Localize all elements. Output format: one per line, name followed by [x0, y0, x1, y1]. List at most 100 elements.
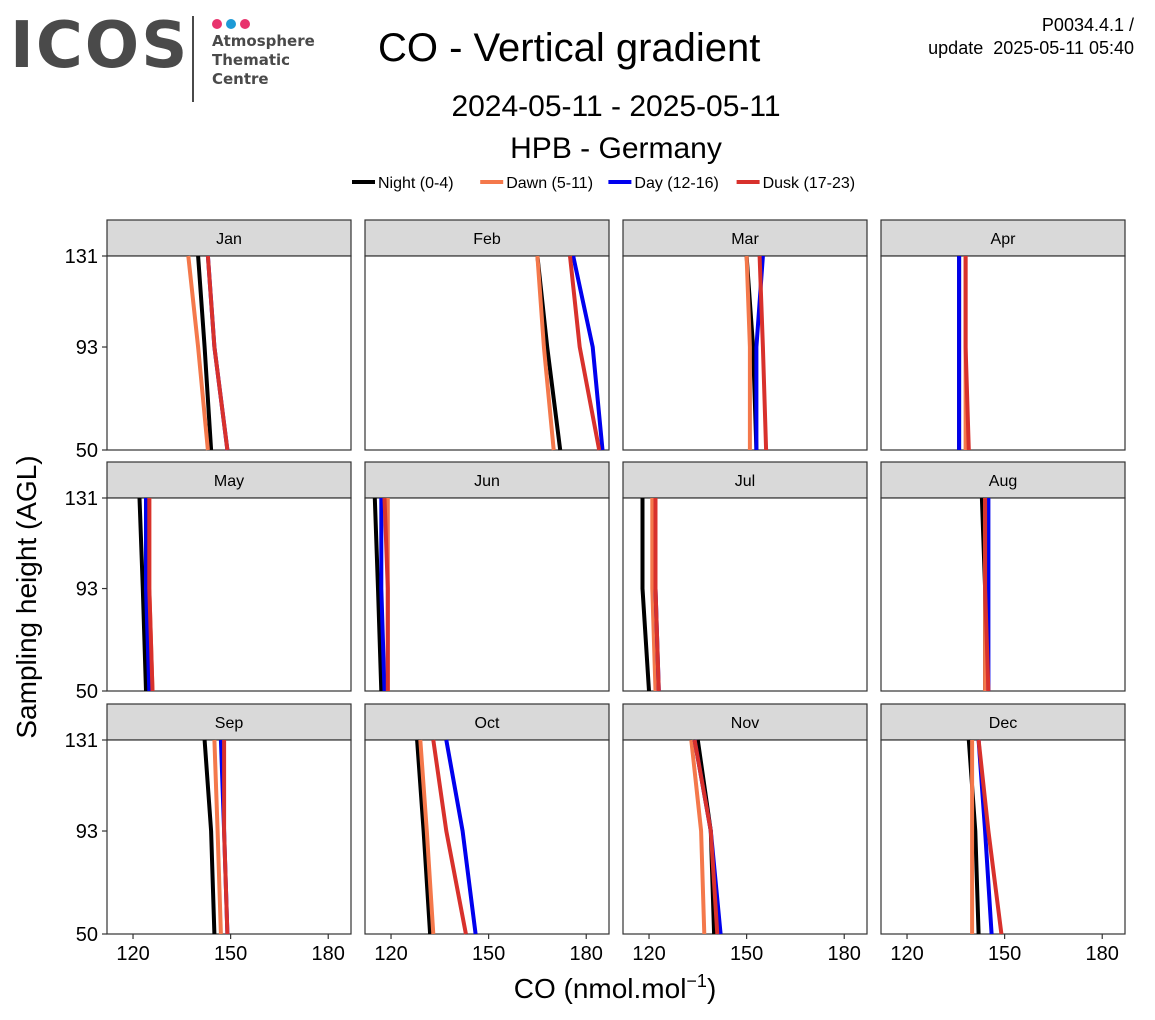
- y-tick-label: 131: [65, 246, 98, 268]
- y-tick-label: 93: [76, 337, 98, 359]
- logo-dots: [212, 16, 254, 34]
- version-info: P0034.4.1 / update 2025-05-11 05:40: [928, 14, 1134, 60]
- series-line: [382, 497, 390, 691]
- y-tick-label: 50: [76, 681, 98, 703]
- legend-label: Night (0-4): [378, 175, 454, 192]
- facet-panel: [880, 497, 1126, 692]
- update-line: update 2025-05-11 05:40: [928, 38, 1134, 58]
- facet-panel: [106, 739, 352, 935]
- series-line: [568, 255, 602, 451]
- facet-strip: [364, 461, 610, 499]
- series-line: [689, 739, 707, 935]
- series-line: [379, 498, 387, 692]
- facet-panel: [364, 739, 610, 935]
- facet-panel: [622, 497, 868, 692]
- x-tick-label: 180: [312, 943, 345, 965]
- x-tick-label: 120: [890, 943, 923, 965]
- facet-panel: [106, 255, 352, 451]
- y-tick-label: 131: [65, 730, 98, 752]
- y-axis-title: Sampling height (AGL): [11, 455, 42, 738]
- logo-dot: [212, 19, 222, 29]
- series-line: [205, 255, 230, 451]
- series-line: [202, 739, 217, 935]
- facet-label: Jun: [474, 473, 500, 490]
- facet-strip: [106, 461, 352, 499]
- series-line: [535, 255, 556, 451]
- facet-label: Dec: [989, 715, 1017, 732]
- facet-panel: [364, 255, 610, 451]
- logo-dot: [226, 19, 236, 29]
- series-line: [222, 740, 230, 935]
- x-tick-label: 180: [828, 943, 861, 965]
- x-tick-label: 120: [374, 943, 407, 965]
- legend-label: Dusk (17-23): [763, 175, 855, 192]
- series-line: [147, 498, 155, 692]
- facet-label: Jul: [735, 473, 755, 490]
- series-line: [571, 255, 605, 451]
- facet-panel: [880, 255, 1126, 451]
- facet-panel: [622, 255, 868, 451]
- x-tick-label: 150: [730, 943, 763, 965]
- x-tick-label: 120: [116, 943, 149, 965]
- y-tick-label: 50: [76, 440, 98, 462]
- legend-label: Day (12-16): [634, 175, 718, 192]
- station-name: HPB - Germany: [510, 132, 722, 165]
- logo-subtitle: Atmosphere Thematic Centre: [212, 32, 315, 89]
- version-line: P0034.4.1 /: [1041, 15, 1134, 35]
- series-line: [137, 497, 148, 692]
- facet-label: May: [214, 473, 244, 490]
- series-line: [196, 255, 214, 451]
- series-line: [372, 497, 384, 692]
- facet-strip: [880, 219, 1126, 257]
- y-tick-label: 50: [76, 924, 98, 946]
- facet-strip: [622, 703, 868, 741]
- y-tick-label: 93: [76, 821, 98, 843]
- facet-label: Oct: [475, 715, 500, 732]
- series-line: [976, 739, 1004, 935]
- chart-title: CO - Vertical gradient: [378, 26, 761, 70]
- facet-panel: [880, 739, 1126, 935]
- x-axis-title-close: ): [707, 973, 716, 1004]
- facet-label: Sep: [215, 715, 244, 732]
- x-axis-title: CO (nmol.mol−1): [514, 971, 717, 1004]
- x-tick-label: 180: [1086, 943, 1119, 965]
- facet-strip: [622, 461, 868, 499]
- facet-strip: [880, 703, 1126, 741]
- facet-strip: [364, 703, 610, 741]
- series-line: [418, 739, 436, 935]
- series-line: [431, 739, 468, 935]
- series-line: [650, 498, 658, 692]
- x-axis-title-exponent: −1: [686, 971, 707, 991]
- series-line: [963, 256, 971, 451]
- logo-line: Thematic: [212, 51, 291, 69]
- series-line: [744, 255, 752, 450]
- logo-line: Centre: [212, 70, 269, 88]
- facet-label: Aug: [989, 473, 1017, 490]
- date-range: 2024-05-11 - 2025-05-11: [451, 90, 781, 123]
- logo-dot: [240, 19, 250, 29]
- x-tick-label: 150: [988, 943, 1021, 965]
- logo-line: Atmosphere: [212, 32, 315, 50]
- legend-label: Dawn (5-11): [506, 175, 593, 192]
- series-line: [653, 498, 661, 692]
- x-tick-label: 150: [472, 943, 505, 965]
- facet-panel: [364, 497, 610, 692]
- series-line: [186, 255, 210, 451]
- series-line: [983, 498, 991, 692]
- facet-panel: [622, 739, 868, 935]
- facet-label: Jan: [216, 231, 242, 248]
- y-tick-label: 93: [76, 579, 98, 601]
- facet-label: Apr: [991, 231, 1017, 248]
- facet-label: Mar: [731, 231, 759, 248]
- series-line: [692, 739, 720, 935]
- facet-label: Nov: [731, 715, 759, 732]
- x-tick-label: 180: [570, 943, 603, 965]
- series-line: [757, 255, 769, 451]
- series-line: [212, 739, 223, 935]
- logo-divider: [192, 16, 194, 102]
- y-tick-label: 131: [65, 488, 98, 510]
- facet-label: Feb: [473, 231, 501, 248]
- series-line: [144, 498, 152, 692]
- series-line: [415, 739, 433, 935]
